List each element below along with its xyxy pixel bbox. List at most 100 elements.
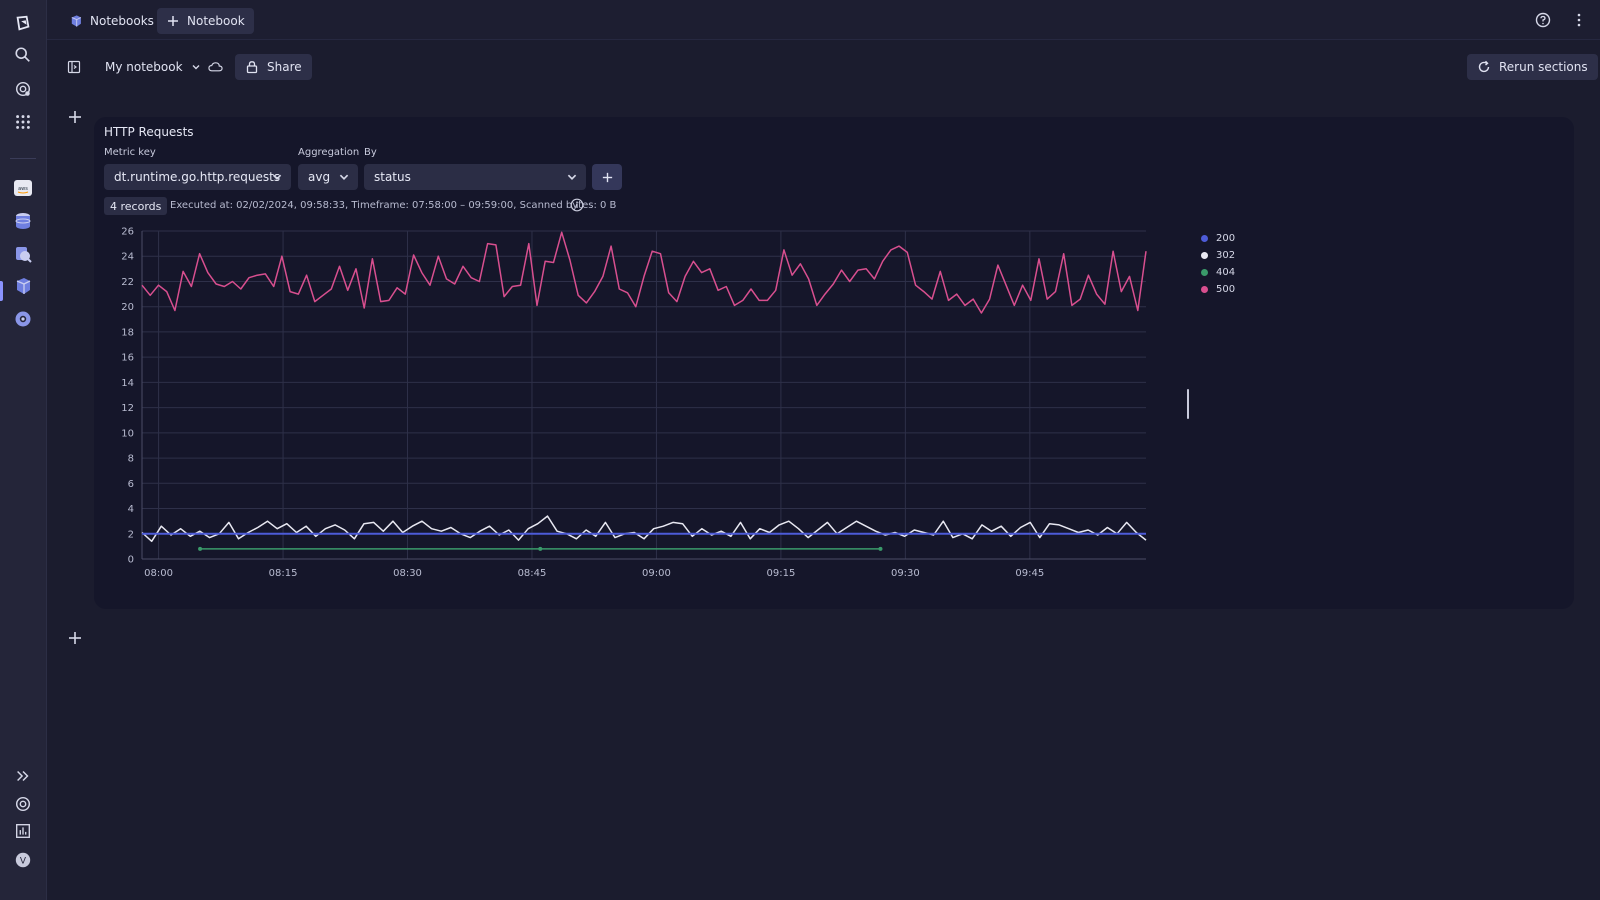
reports-icon[interactable]: [11, 819, 35, 843]
active-app-indicator: [0, 281, 3, 301]
by-dimension-select[interactable]: status: [364, 164, 586, 190]
x-tick-label: 08:30: [393, 568, 422, 579]
support-lifebuoy-icon[interactable]: [11, 792, 35, 816]
new-notebook-label: Notebook: [187, 14, 245, 28]
tab-notebooks-app[interactable]: Notebooks: [61, 8, 162, 34]
series-line-500[interactable]: [141, 231, 1147, 314]
y-tick-label: 12: [121, 403, 134, 414]
metric-key-select[interactable]: dt.runtime.go.http.requests: [104, 164, 291, 190]
legend-item-302[interactable]: 302: [1201, 247, 1235, 264]
y-tick-label: 24: [121, 252, 134, 263]
section-title[interactable]: HTTP Requests: [104, 125, 194, 139]
chart-resize-handle[interactable]: [1187, 389, 1189, 419]
rerun-sections-button[interactable]: Rerun sections: [1467, 54, 1598, 80]
series-line-302[interactable]: [141, 515, 1147, 543]
execution-metadata: Executed at: 02/02/2024, 09:58:33, Timef…: [170, 200, 617, 211]
x-tick-label: 09:00: [642, 568, 671, 579]
add-section-above-icon[interactable]: [67, 109, 83, 125]
legend-item-500[interactable]: 500: [1201, 281, 1235, 298]
y-tick-label: 20: [121, 302, 134, 313]
panel-toggle-icon: [67, 60, 81, 74]
dynatrace-logo-icon[interactable]: [11, 11, 35, 35]
legend-dot: [1201, 269, 1208, 276]
x-tick-label: 08:45: [518, 568, 547, 579]
legend-label: 302: [1216, 250, 1236, 261]
share-label: Share: [267, 60, 302, 74]
svg-text:V: V: [20, 857, 27, 867]
left-navigation: aws V: [0, 0, 47, 900]
y-tick-label: 10: [121, 428, 134, 439]
y-tick-label: 18: [121, 327, 134, 338]
nav-separator: [10, 158, 36, 159]
rerun-label: Rerun sections: [1499, 60, 1588, 74]
cloud-icon: [208, 62, 223, 72]
chevron-down-icon: [339, 174, 349, 180]
x-tick-label: 09:45: [1015, 568, 1044, 579]
series-point-404[interactable]: [198, 546, 203, 551]
x-tick-label: 08:00: [144, 568, 173, 579]
svg-text:aws: aws: [18, 186, 28, 192]
add-dimension-button[interactable]: [592, 164, 622, 190]
aggregation-select[interactable]: avg: [298, 164, 358, 190]
legend-item-200[interactable]: 200: [1201, 230, 1235, 247]
legend-item-404[interactable]: 404: [1201, 264, 1235, 281]
legend-dot: [1201, 286, 1208, 293]
by-dimension-value: status: [374, 170, 411, 184]
user-avatar[interactable]: V: [11, 848, 35, 872]
notebook-name-dropdown[interactable]: My notebook: [105, 54, 201, 80]
plus-icon: [168, 16, 178, 26]
y-tick-label: 16: [121, 353, 134, 364]
help-icon[interactable]: [1535, 12, 1551, 28]
x-tick-label: 09:30: [891, 568, 920, 579]
series-point-404[interactable]: [878, 546, 883, 551]
chevron-down-icon: [567, 174, 577, 180]
chart-legend: 200 302 404 500: [1201, 230, 1235, 298]
y-tick-label: 6: [128, 479, 134, 490]
saved-cloud-status: [208, 54, 223, 80]
x-axis: 08:00 08:15 08:30 08:45 09:00 09:15 09:30 09:45: [144, 568, 1044, 579]
database-app-icon[interactable]: [11, 209, 35, 233]
explore-globe-icon[interactable]: [11, 77, 35, 101]
aggregation-value: avg: [308, 170, 331, 184]
notebook-toolbar: My notebook Share Rerun sections: [47, 40, 1600, 92]
plus-icon: [602, 172, 612, 182]
share-button[interactable]: Share: [235, 54, 312, 80]
info-icon[interactable]: [570, 198, 584, 212]
notebook-section[interactable]: HTTP Requests Metric key dt.runtime.go.h…: [94, 117, 1574, 609]
more-options-icon[interactable]: [1571, 12, 1587, 28]
chart-grid: [141, 230, 1146, 560]
series-point-404[interactable]: [538, 546, 543, 551]
new-notebook-button[interactable]: Notebook: [157, 8, 254, 34]
settings-app-icon[interactable]: [11, 307, 35, 331]
y-tick-label: 26: [121, 227, 134, 238]
metric-key-label: Metric key: [104, 147, 156, 158]
refresh-icon: [1478, 60, 1490, 73]
add-section-below-icon[interactable]: [67, 630, 83, 646]
notebooks-app-icon[interactable]: [11, 274, 35, 298]
legend-label: 200: [1216, 233, 1236, 244]
toggle-outline-button[interactable]: [67, 54, 81, 80]
y-tick-label: 14: [121, 378, 134, 389]
lock-icon: [246, 61, 258, 74]
expand-nav-icon[interactable]: [11, 764, 35, 788]
apps-grid-icon[interactable]: [11, 110, 35, 134]
chevron-down-icon: [192, 65, 200, 70]
search-icon[interactable]: [11, 43, 35, 67]
tab-notebooks-label: Notebooks: [90, 14, 154, 28]
chart-series: [141, 231, 1147, 551]
notebook-name: My notebook: [105, 60, 183, 74]
legend-label: 500: [1216, 284, 1236, 295]
aggregation-label: Aggregation: [298, 147, 360, 158]
y-tick-label: 0: [128, 555, 134, 566]
aws-app-icon[interactable]: aws: [11, 176, 35, 200]
legend-dot: [1201, 235, 1208, 242]
legend-dot: [1201, 252, 1208, 259]
y-tick-label: 4: [128, 504, 134, 515]
x-tick-label: 09:15: [766, 568, 795, 579]
logs-app-icon[interactable]: [11, 242, 35, 266]
y-tick-label: 8: [128, 454, 134, 465]
chevron-down-icon: [272, 174, 282, 180]
y-tick-label: 22: [121, 277, 134, 288]
